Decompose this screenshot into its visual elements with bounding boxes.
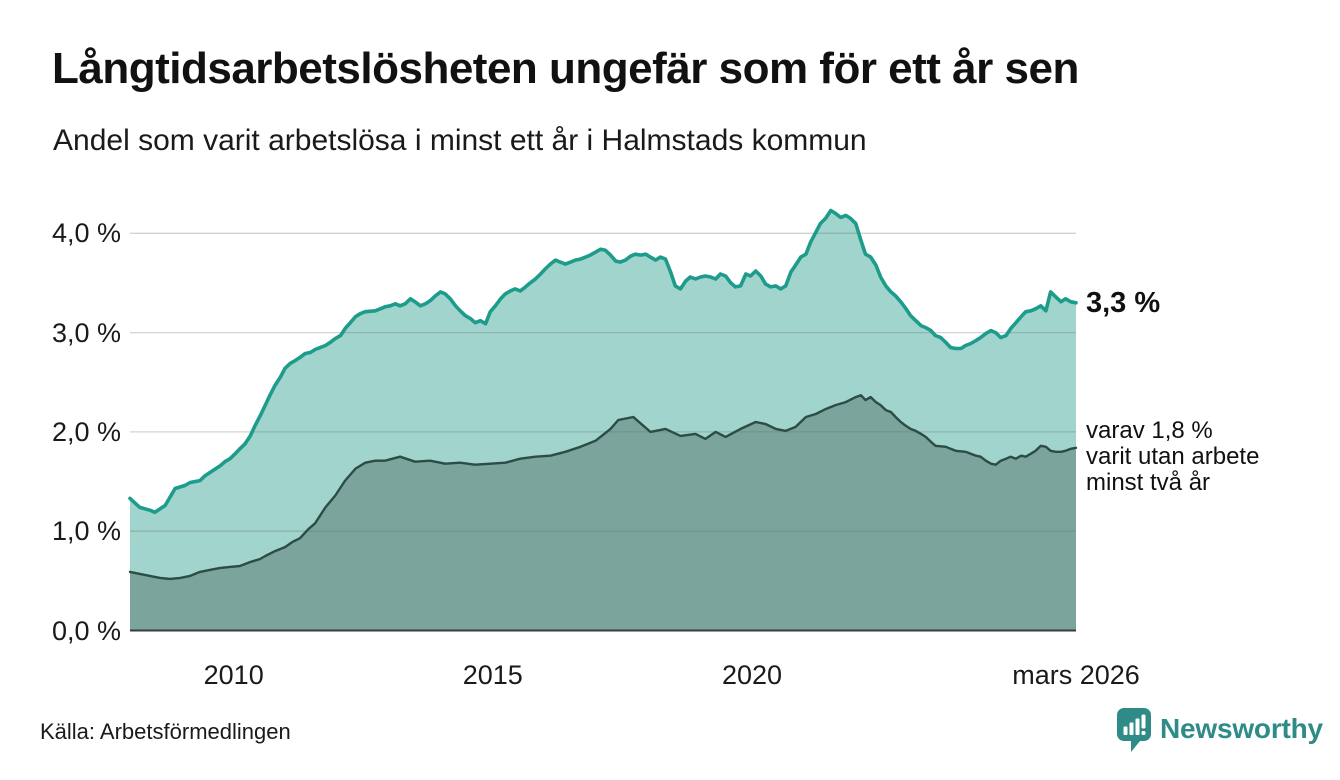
series-end-value-label: 3,3 % [1086, 287, 1161, 319]
end-note-line-1: varav 1,8 % [1086, 417, 1213, 444]
series-end-note: varav 1,8 % varit utan arbete minst två … [1086, 418, 1259, 496]
x-tick-label: 2015 [462, 660, 523, 690]
end-note-line-3: minst två år [1086, 469, 1211, 496]
y-tick-label: 3,0 % [51, 317, 121, 348]
y-tick-label: 4,0 % [51, 218, 121, 249]
y-tick-label: 0,0 % [51, 615, 121, 646]
x-tick-label: mars 2026 [1012, 660, 1140, 690]
x-tick-label: 2010 [203, 660, 264, 690]
newsworthy-bubble-chart-icon [1117, 708, 1151, 758]
newsworthy-wordmark: Newsworthy [1160, 713, 1323, 744]
line-minst-tva-ar [128, 394, 1078, 581]
area-fill-minst-tva-ar [130, 395, 1076, 631]
newsworthy-logo: Newsworthy [1117, 708, 1323, 758]
end-note-line-2: varit utan arbete [1086, 443, 1260, 470]
source-credit: Källa: Arbetsförmedlingen [40, 719, 291, 744]
x-tick-label: 2020 [721, 660, 783, 690]
chart-subtitle: Andel som varit arbetslösa i minst ett å… [53, 124, 867, 157]
line-minst-ett-ar [128, 208, 1078, 515]
page-title: Långtidsarbetslösheten ungefär som för e… [52, 44, 1079, 93]
y-tick-label: 2,0 % [51, 416, 121, 447]
y-tick-label: 1,0 % [51, 516, 121, 547]
